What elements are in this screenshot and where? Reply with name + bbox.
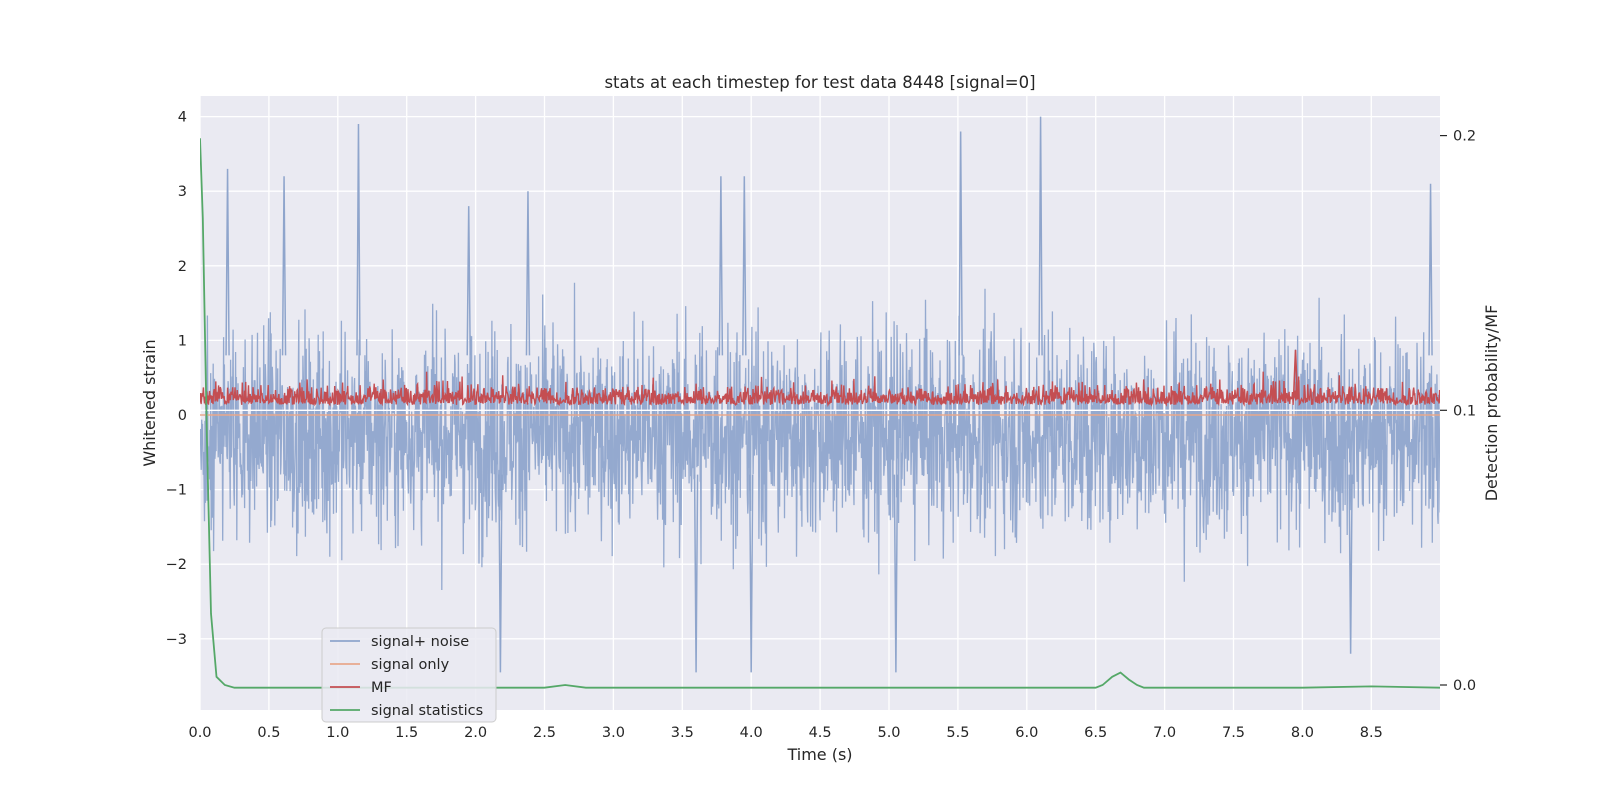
chart-title: stats at each timestep for test data 844… xyxy=(604,73,1035,92)
series-mf-peak xyxy=(1292,349,1299,400)
y2-axis-title: Detection probability/MF xyxy=(1482,305,1501,502)
x-tick-label: 1.5 xyxy=(395,725,418,741)
y-tick-label: −3 xyxy=(166,632,187,648)
y-tick-label: −1 xyxy=(166,483,187,499)
series-signal-noise-spike xyxy=(958,131,963,356)
series-mf-line xyxy=(200,371,1440,408)
x-tick-label: 6.5 xyxy=(1084,725,1107,741)
x-tick-label: 7.0 xyxy=(1153,725,1176,741)
legend-label: MF xyxy=(371,680,392,696)
series-signal-statistics-line xyxy=(200,138,1440,689)
series-signal-noise-spike xyxy=(225,168,230,356)
series-signal-noise-spike xyxy=(525,191,531,356)
x-axis-title: Time (s) xyxy=(786,745,852,764)
x-tick-label: 6.0 xyxy=(1015,725,1038,741)
x-tick-label: 8.5 xyxy=(1360,725,1383,741)
x-tick-label: 0.5 xyxy=(257,725,280,741)
x-tick-label: 2.5 xyxy=(533,725,556,741)
x-tick-label: 4.0 xyxy=(740,725,763,741)
y-tick-labels: −3 −2 −1 0 1 2 3 4 xyxy=(166,110,187,648)
x-tick-label: 1.0 xyxy=(326,725,349,741)
x-tick-label: 0.0 xyxy=(188,725,211,741)
y2-tick-label: 0.1 xyxy=(1453,403,1476,419)
x-tick-labels: 0.0 0.5 1.0 1.5 2.0 2.5 3.0 3.5 4.0 4.5 5.0 5.5 6.0 6… xyxy=(188,725,1382,741)
x-tick-label: 3.0 xyxy=(602,725,625,741)
y2-tick-label: 0.0 xyxy=(1453,678,1476,694)
series-signal-noise-spike xyxy=(1038,116,1043,356)
x-tick-label: 7.5 xyxy=(1222,725,1245,741)
legend: signal+ noise signal only MF signal statist… xyxy=(321,627,497,723)
y2-tick-label: 0.2 xyxy=(1453,129,1476,145)
y-tick-label: 4 xyxy=(178,110,187,126)
legend-box xyxy=(321,627,497,723)
x-tick-label: 8.0 xyxy=(1291,725,1314,741)
x-tick-label: 4.5 xyxy=(809,725,832,741)
y-axis-title: Whitened strain xyxy=(140,339,159,466)
y-tick-label: 2 xyxy=(178,259,187,275)
series-signal-noise-spike xyxy=(693,474,699,673)
x-tick-label: 2.0 xyxy=(464,725,487,741)
legend-label: signal+ noise xyxy=(371,634,469,650)
series-signal-noise-spike xyxy=(718,176,724,356)
x-tick-label: 5.0 xyxy=(877,725,900,741)
y2-tick-labels: 0.0 0.1 0.2 xyxy=(1440,129,1476,694)
series-signal-noise-spike xyxy=(498,474,503,673)
series-layer xyxy=(200,116,1440,689)
series-signal-noise-spike xyxy=(466,206,471,356)
legend-label: signal only xyxy=(371,657,450,673)
series-signal-noise-spike xyxy=(1428,183,1433,356)
legend-label: signal statistics xyxy=(371,703,483,719)
y-tick-label: 0 xyxy=(178,408,187,424)
x-tick-label: 5.5 xyxy=(946,725,969,741)
series-signal-noise-spike xyxy=(1348,474,1353,654)
y-tick-label: −2 xyxy=(166,557,187,573)
series-signal-noise-spike xyxy=(742,176,747,356)
y-tick-label: 3 xyxy=(178,184,187,200)
series-signal-noise-spike xyxy=(281,176,287,356)
x-tick-label: 3.5 xyxy=(671,725,694,741)
series-signal-noise-spike xyxy=(356,124,361,356)
y-tick-label: 1 xyxy=(178,333,187,349)
series-signal-noise-spike xyxy=(893,474,899,673)
series-signal-noise-line xyxy=(200,282,1440,591)
series-signal-noise-spike xyxy=(748,474,754,673)
